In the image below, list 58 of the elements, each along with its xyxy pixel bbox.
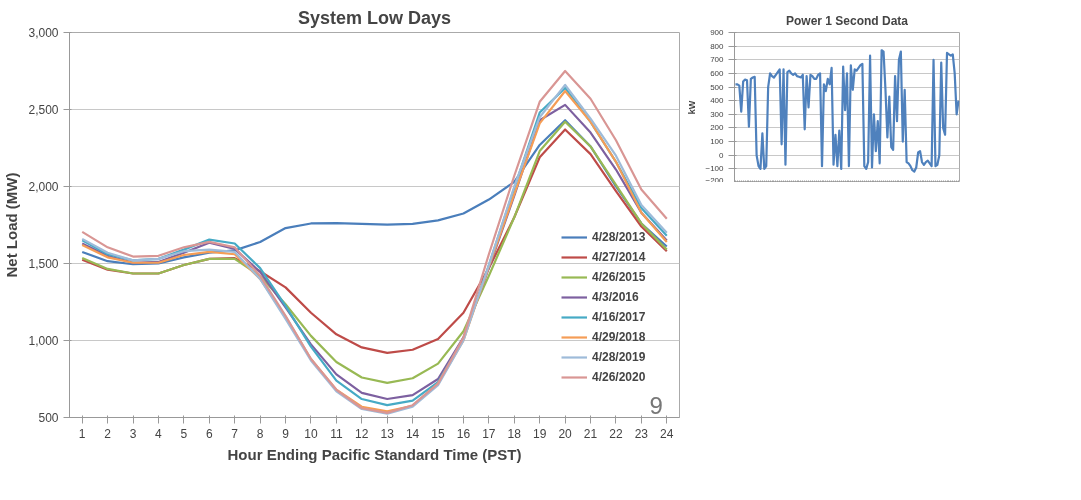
y-axis-title: Net Load (MW)	[3, 172, 21, 278]
x-tick-label: 12	[355, 426, 369, 441]
x-tick-label: 24	[660, 426, 674, 441]
x-tick-label: 23	[634, 426, 649, 441]
x-tick-label: 17	[482, 426, 496, 441]
y-tick-label: 300	[710, 109, 725, 119]
x-tick-label: 3	[129, 426, 137, 441]
y-tick-label: 100	[710, 137, 725, 147]
annotation: 9	[649, 391, 663, 419]
x-tick-label: 7	[231, 426, 239, 441]
y-tick-label: 2,500	[28, 103, 59, 117]
y-axis-title: kW	[687, 100, 698, 115]
legend-label: 4/3/2016	[592, 290, 639, 304]
legend-label: 4/28/2013	[592, 230, 646, 244]
x-tick-label: 2	[104, 426, 112, 441]
x-tick-label: 11	[330, 426, 343, 441]
legend-label: 4/26/2015	[592, 270, 646, 284]
y-tick-label: 3,000	[28, 26, 59, 40]
x-tick-label: 14	[405, 426, 420, 441]
x-tick-label: 16	[456, 426, 471, 441]
line-series	[81, 119, 668, 266]
x-tick-label: 1	[78, 426, 86, 441]
y-tick-label: 1,500	[28, 257, 59, 271]
x-tick-label: 10	[304, 426, 318, 441]
y-tick-label: 700	[710, 55, 725, 65]
y-tick-label: 500	[710, 82, 725, 92]
x-tick-label: 19	[533, 426, 547, 441]
y-tick-label: 200	[710, 123, 725, 133]
chart-title: Power 1 Second Data	[785, 13, 909, 28]
y-tick-label: −200	[705, 175, 725, 185]
x-tick-label: 22	[609, 426, 623, 441]
y-tick-label: 400	[710, 96, 725, 106]
x-tick-label: 6	[205, 426, 213, 441]
x-tick-label: 15	[431, 426, 446, 441]
y-tick-label: 1,000	[28, 334, 59, 348]
x-tick-label: 8	[256, 426, 264, 441]
y-tick-label: 800	[710, 41, 725, 51]
line-series	[734, 49, 960, 173]
y-tick-label: 900	[710, 28, 725, 37]
x-tick-label: 4	[155, 426, 163, 441]
x-tick-label: 20	[558, 426, 573, 441]
x-tick-label: 9	[282, 426, 290, 441]
legend-label: 4/28/2019	[592, 350, 646, 364]
legend-label: 4/29/2018	[592, 330, 646, 344]
y-tick-label: 2,000	[28, 180, 59, 194]
legend-label: 4/26/2020	[592, 370, 646, 384]
x-tick-label: 21	[583, 426, 598, 441]
x-axis-title: Hour Ending Pacific Standard Time (PST)	[227, 445, 522, 463]
x-tick-label: 18	[507, 426, 522, 441]
legend-label: 4/27/2014	[592, 250, 646, 264]
y-tick-label: 500	[38, 411, 59, 425]
y-tick-label: −100	[705, 164, 725, 174]
x-tick-label: 5	[180, 426, 188, 441]
y-tick-label: 0	[719, 150, 725, 160]
x-tick-label: 13	[380, 426, 395, 441]
chart-title: System Low Days	[297, 7, 452, 28]
y-tick-label: 600	[710, 68, 725, 78]
legend-label: 4/16/2017	[592, 310, 646, 324]
